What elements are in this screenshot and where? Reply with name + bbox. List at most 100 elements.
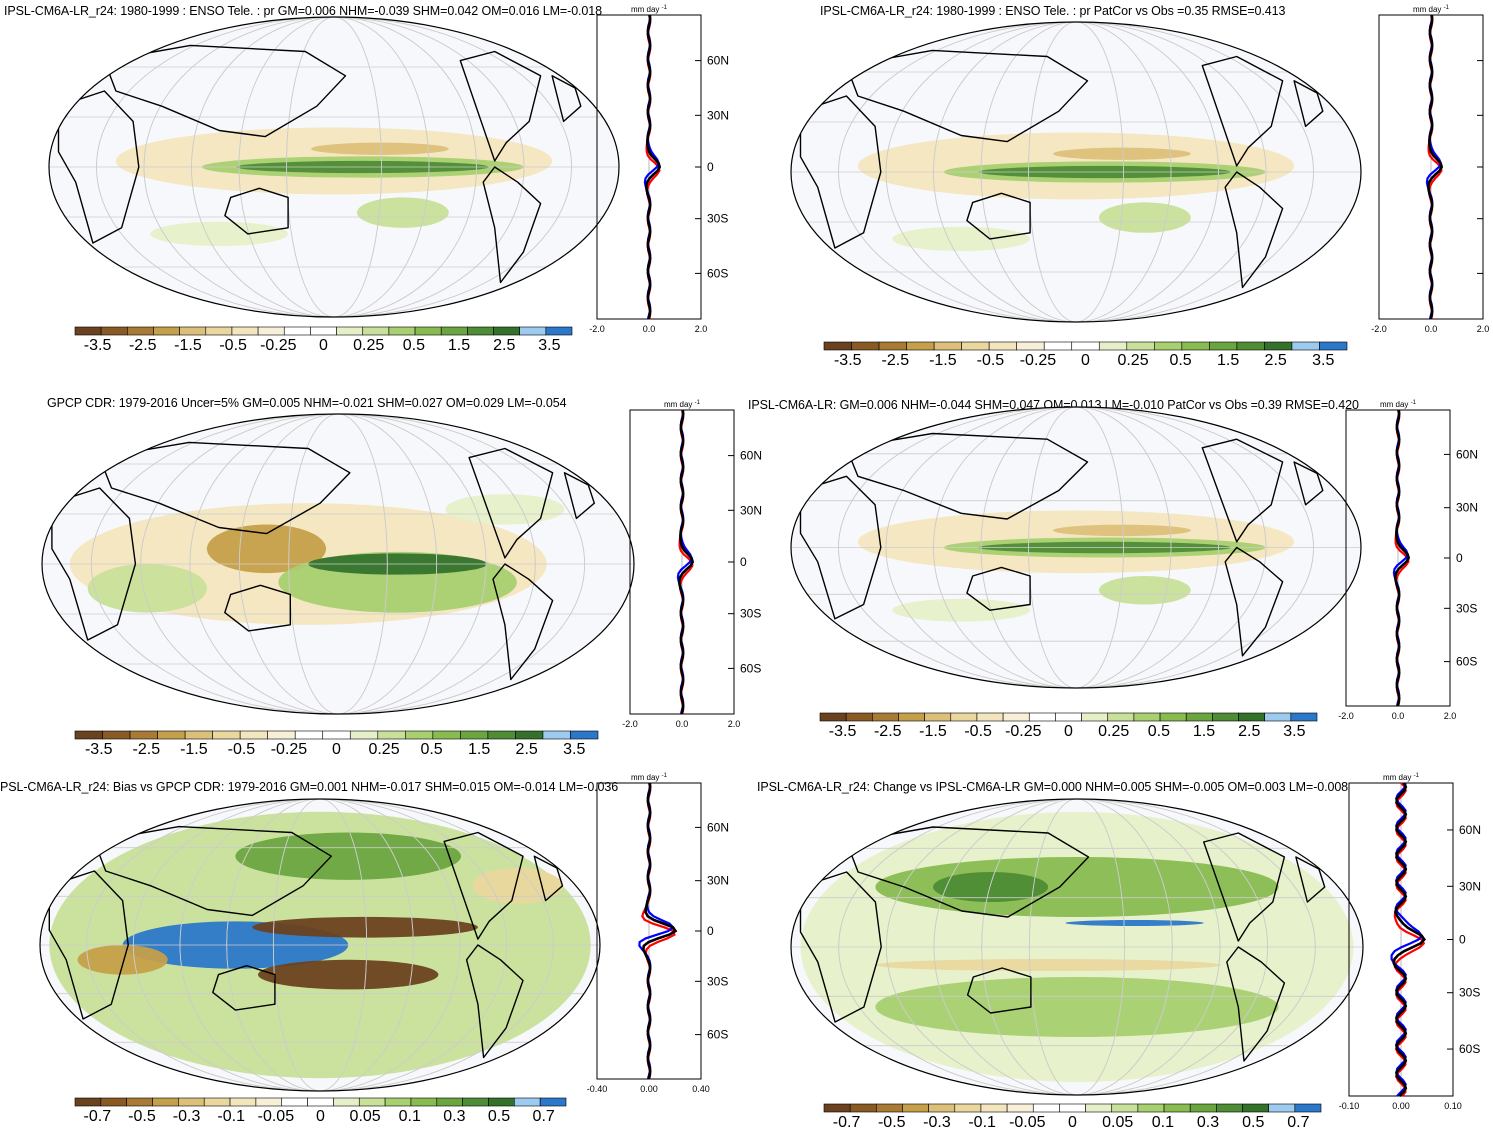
continent-outline (492, 563, 554, 681)
colorbar-label: -0.3 (923, 1114, 951, 1131)
colorbar-swatch (1181, 341, 1210, 351)
zonal-mean-profile (1394, 409, 1411, 707)
continent-outline (468, 447, 554, 559)
map-border (48, 16, 620, 318)
panel-title: GPCP CDR: 1979-2016 Uncer=5% GM=0.005 NH… (47, 396, 567, 410)
precip-anomaly-region (875, 977, 1279, 1037)
colorbar-swatch (898, 712, 925, 722)
colorbar-swatch (377, 730, 406, 740)
colorbar-label: -0.5 (877, 1114, 906, 1131)
panel-title: IPSL-CM6A-LR_r24: 1980-1999 : ENSO Tele.… (4, 4, 602, 18)
profile-x-label: 2.0 (1477, 324, 1490, 334)
continent-outline (93, 825, 332, 917)
colorbar-label: 0.1 (398, 1108, 421, 1125)
graticule-lon (933, 799, 1221, 1095)
colorbar-label: -0.25 (1019, 352, 1057, 369)
colorbar-swatch (440, 326, 468, 336)
colorbar-swatch (845, 712, 873, 722)
colorbar-swatch (358, 1097, 386, 1107)
colorbar-label: 0.05 (1102, 1114, 1134, 1131)
colorbar-swatch (1133, 712, 1161, 722)
lat-label: 60S (707, 266, 728, 280)
graticule-lon (226, 799, 414, 1091)
profile-x-label: 0.10 (1444, 1101, 1462, 1111)
colorbar-swatch (153, 326, 180, 336)
precip-anomaly-region (1098, 202, 1191, 233)
colorbar-swatch (1126, 341, 1155, 351)
precip-anomaly-region (252, 916, 478, 938)
colorbar-label: -0.25 (260, 337, 297, 354)
colorbar-label: -2.5 (881, 352, 910, 369)
colorbar-label: -0.25 (270, 741, 308, 758)
lat-label: 0 (1456, 551, 1463, 565)
lat-label: 30S (1459, 986, 1480, 1000)
colorbar-swatch (1290, 712, 1318, 722)
colorbar-swatch (928, 1103, 956, 1113)
colorbar-label: -3.5 (83, 337, 112, 354)
precip-anomaly-region (206, 524, 327, 574)
colorbar-swatch (460, 730, 489, 740)
continent-outline (1226, 946, 1286, 1062)
colorbar-label: 0.3 (443, 1108, 466, 1125)
graticule-lon (885, 407, 1267, 688)
precip-anomaly-region (1065, 920, 1204, 926)
profile-x-label: 0.0 (1392, 711, 1405, 721)
panel-title: IPSL-CM6A-LR_r24: 1980-1999 : ENSO Tele.… (820, 4, 1286, 18)
panel-title: PSL-CM6A-LR_r24: Bias vs GPCP CDR: 1979-… (0, 780, 619, 794)
colorbar-swatch (519, 326, 547, 336)
profile-x-label: -2.0 (589, 324, 605, 334)
lat-label: 60N (707, 820, 729, 834)
continent-outline (51, 487, 137, 641)
lat-label: 60N (1459, 823, 1481, 837)
colorbar-label: 0 (332, 741, 341, 758)
precip-anomaly-region (77, 945, 168, 975)
profile-x-label: 0.00 (1392, 1101, 1410, 1111)
profile-units: mm day -1 (631, 773, 668, 782)
profile-x-label: 0.0 (643, 324, 656, 334)
graticule-lon (1028, 22, 1124, 322)
continent-outline (966, 566, 1031, 611)
colorbar-swatch (1098, 341, 1128, 351)
continent-outline (1224, 546, 1284, 657)
map-p5 (39, 798, 601, 1092)
colorbar-label: -0.25 (1005, 723, 1042, 740)
colorbar-swatch (570, 730, 599, 740)
colorbar-label: -3.5 (828, 723, 857, 740)
map-p4 (790, 406, 1362, 689)
colorbar-swatch (1163, 1103, 1191, 1113)
colorbar-swatch (487, 730, 516, 740)
continent-outline (98, 441, 351, 535)
lat-label: 30S (707, 974, 728, 988)
colorbar-label: -1.5 (180, 741, 208, 758)
colorbar-swatch (1264, 341, 1293, 351)
colorbar-label: 0.3 (1196, 1114, 1220, 1131)
graticule-lon (1028, 799, 1126, 1095)
map-border (790, 21, 1362, 323)
colorbar-label: 0.5 (402, 337, 425, 354)
profile-p1: 60N 30N 0 30S 60S -2.0 0.0 2.0 mm day -1 (589, 5, 729, 334)
graticule-lon (90, 414, 586, 714)
lat-label: 60N (707, 54, 729, 68)
colorbar-swatch (1111, 1103, 1139, 1113)
colorbar-swatch (1059, 1103, 1086, 1113)
colorbar-swatch (849, 1103, 877, 1113)
profile-x-label: 0.40 (692, 1084, 710, 1094)
colorbar-swatch (493, 326, 520, 336)
colorbar-label: -0.05 (257, 1108, 295, 1125)
colorbar-label: 0 (1081, 352, 1090, 369)
map-p1 (48, 16, 620, 318)
colorbar-label: 3.5 (563, 741, 586, 758)
graticule-lon (980, 407, 1172, 688)
zonal-mean-profile (1392, 782, 1426, 1097)
colorbar-swatch (203, 1097, 231, 1107)
colorbar-p3 (74, 730, 599, 740)
lat-label: 0 (740, 555, 747, 569)
colorbar-p2 (823, 341, 1348, 351)
colorbar-swatch (488, 1097, 515, 1107)
map-border (39, 798, 601, 1092)
map-p2 (790, 21, 1362, 323)
colorbar-label: 1.5 (447, 337, 471, 354)
precip-anomaly-region (875, 959, 1221, 971)
colorbar-swatch (307, 1097, 334, 1107)
precip-anomaly-region (1053, 524, 1191, 537)
